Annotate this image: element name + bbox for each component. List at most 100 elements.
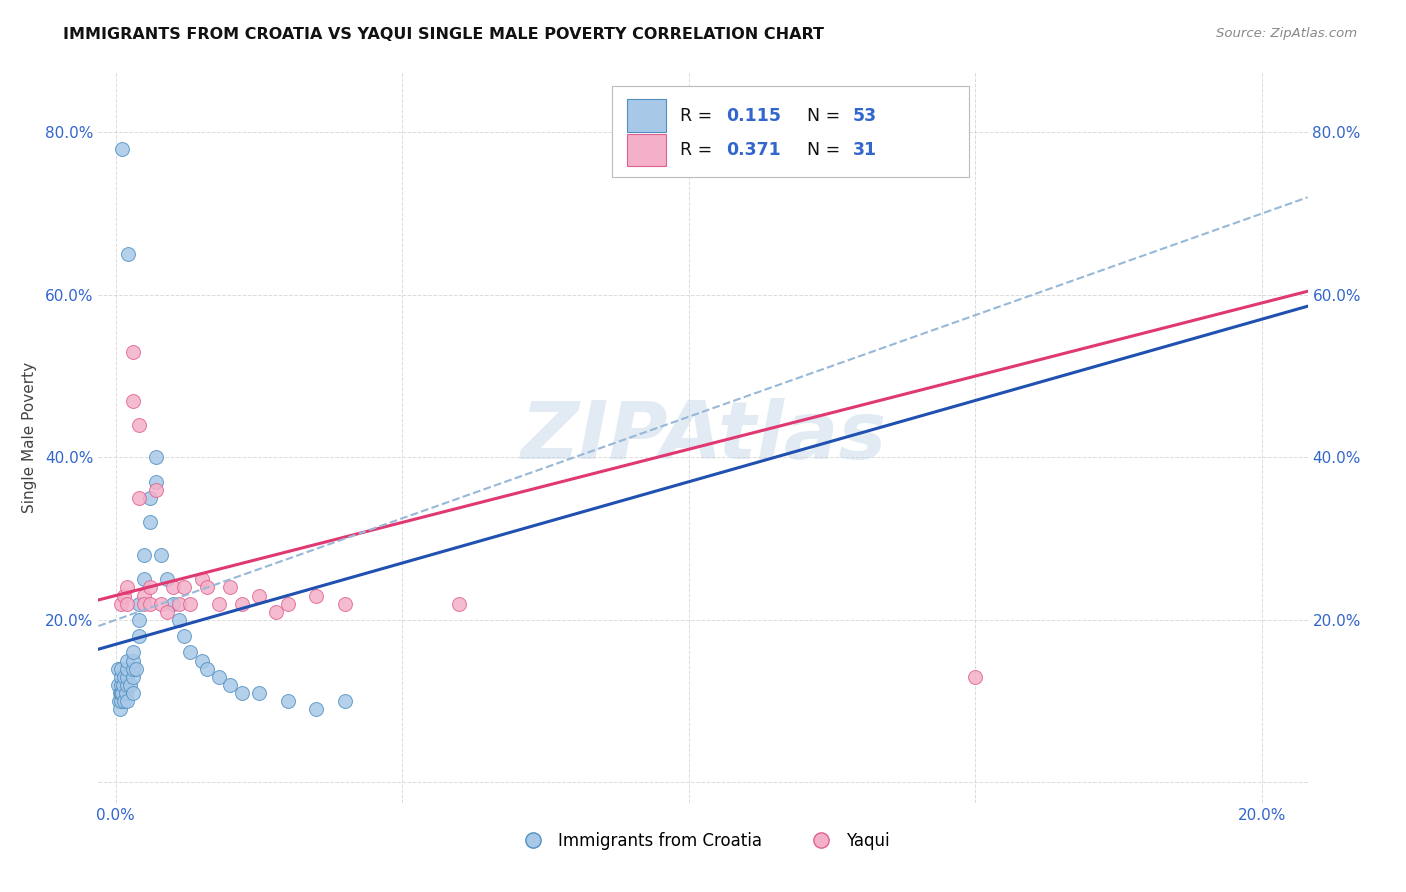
Point <box>108 694 131 708</box>
Point <box>139 597 162 611</box>
Point <box>112 589 135 603</box>
Point <box>134 548 156 562</box>
Point <box>108 702 131 716</box>
FancyBboxPatch shape <box>627 99 665 132</box>
Point <box>156 572 179 586</box>
Point <box>167 613 190 627</box>
Point <box>150 548 173 562</box>
Point <box>139 581 162 595</box>
Point <box>305 589 328 603</box>
Point <box>208 597 231 611</box>
Point <box>219 581 242 595</box>
Point <box>247 589 270 603</box>
Text: 53: 53 <box>853 107 877 125</box>
Point <box>264 605 287 619</box>
Point <box>121 645 143 659</box>
Text: R =: R = <box>681 107 718 125</box>
Point <box>115 581 138 595</box>
Point <box>117 247 139 261</box>
Point <box>449 597 471 611</box>
Point <box>110 678 132 692</box>
Point <box>134 597 156 611</box>
Point <box>115 694 138 708</box>
Point <box>118 678 141 692</box>
Point <box>115 670 138 684</box>
Point <box>134 572 156 586</box>
Point <box>139 491 162 505</box>
Y-axis label: Single Male Poverty: Single Male Poverty <box>21 361 37 513</box>
Point <box>107 662 129 676</box>
Point <box>134 589 156 603</box>
Point <box>121 393 143 408</box>
Point <box>115 654 138 668</box>
FancyBboxPatch shape <box>627 134 665 167</box>
Point <box>179 597 201 611</box>
Point <box>247 686 270 700</box>
Point <box>124 662 146 676</box>
Point <box>115 678 138 692</box>
Point <box>150 597 173 611</box>
Point <box>112 678 135 692</box>
Point <box>195 662 218 676</box>
Point <box>111 686 134 700</box>
Point <box>115 597 138 611</box>
Point <box>190 654 212 668</box>
Point <box>219 678 242 692</box>
Point <box>110 670 132 684</box>
Point <box>112 694 135 708</box>
Point <box>145 450 167 465</box>
FancyBboxPatch shape <box>613 86 969 178</box>
Point <box>121 662 143 676</box>
Point <box>162 597 184 611</box>
Point <box>179 645 201 659</box>
Text: ZIPAtlas: ZIPAtlas <box>520 398 886 476</box>
Point <box>333 694 356 708</box>
Text: 0.371: 0.371 <box>725 141 780 159</box>
Point <box>195 581 218 595</box>
Point <box>110 597 132 611</box>
Point <box>110 694 132 708</box>
Point <box>112 670 135 684</box>
Point <box>121 654 143 668</box>
Point <box>305 702 328 716</box>
Text: 31: 31 <box>853 141 877 159</box>
Point <box>110 686 132 700</box>
Point <box>128 629 150 643</box>
Text: N =: N = <box>807 107 846 125</box>
Point <box>231 597 253 611</box>
Point <box>121 344 143 359</box>
Point <box>277 694 299 708</box>
Point <box>965 670 987 684</box>
Text: R =: R = <box>681 141 718 159</box>
Point <box>333 597 356 611</box>
Point <box>173 581 195 595</box>
Point <box>156 605 179 619</box>
Point <box>231 686 253 700</box>
Point <box>128 597 150 611</box>
Text: N =: N = <box>807 141 846 159</box>
Text: IMMIGRANTS FROM CROATIA VS YAQUI SINGLE MALE POVERTY CORRELATION CHART: IMMIGRANTS FROM CROATIA VS YAQUI SINGLE … <box>63 27 824 42</box>
Point <box>139 516 162 530</box>
Point <box>115 662 138 676</box>
Point <box>128 613 150 627</box>
Text: Source: ZipAtlas.com: Source: ZipAtlas.com <box>1216 27 1357 40</box>
Point <box>115 686 138 700</box>
Point <box>277 597 299 611</box>
Point <box>162 581 184 595</box>
Legend: Immigrants from Croatia, Yaqui: Immigrants from Croatia, Yaqui <box>510 825 896 856</box>
Point <box>111 142 134 156</box>
Point <box>167 597 190 611</box>
Point <box>128 417 150 432</box>
Point <box>145 475 167 489</box>
Point <box>145 483 167 497</box>
Text: 0.115: 0.115 <box>725 107 780 125</box>
Point <box>190 572 212 586</box>
Point <box>108 686 131 700</box>
Point <box>121 670 143 684</box>
Point <box>110 662 132 676</box>
Point <box>208 670 231 684</box>
Point <box>121 686 143 700</box>
Point <box>107 678 129 692</box>
Point <box>173 629 195 643</box>
Point <box>128 491 150 505</box>
